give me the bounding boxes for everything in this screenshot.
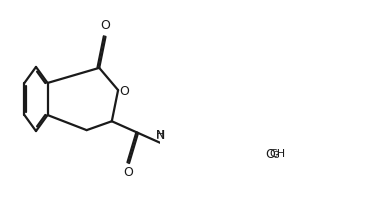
Text: O: O bbox=[120, 85, 129, 98]
Text: N: N bbox=[156, 129, 165, 142]
Text: 3: 3 bbox=[273, 151, 279, 160]
Text: O: O bbox=[265, 148, 275, 161]
Text: O: O bbox=[123, 166, 133, 179]
Text: CH: CH bbox=[269, 149, 285, 159]
Text: H: H bbox=[156, 130, 165, 140]
Text: O: O bbox=[100, 19, 111, 32]
